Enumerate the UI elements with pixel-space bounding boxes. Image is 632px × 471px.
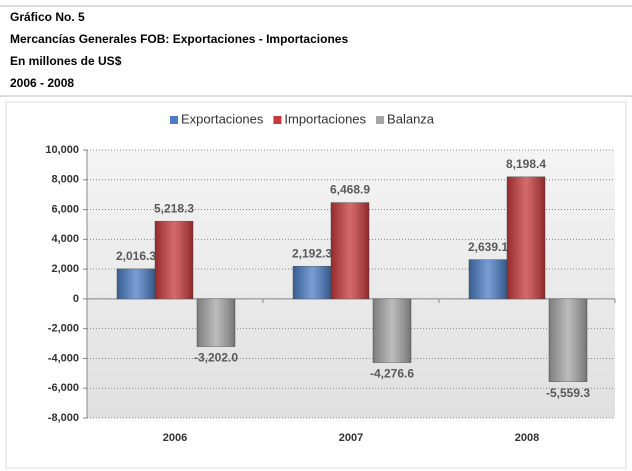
bar-shade [549, 298, 587, 382]
y-tick-label: 4,000 [51, 233, 79, 245]
value-label: 2,639.1 [468, 240, 508, 254]
y-tick-label: -8,000 [48, 412, 79, 424]
legend-label: Balanza [387, 111, 435, 126]
bar-shade [469, 259, 507, 299]
header-line: Gráfico No. 5 [10, 10, 85, 24]
y-tick-label: 8,000 [51, 174, 79, 186]
legend-label: Importaciones [284, 111, 366, 126]
legend-swatch [273, 116, 282, 124]
bar-shade [331, 202, 369, 299]
value-label: 5,218.3 [154, 201, 194, 215]
value-label: 6,468.9 [330, 183, 370, 197]
y-tick-label: 2,000 [51, 263, 79, 275]
y-tick-label: 0 [73, 293, 79, 305]
x-tick-label: 2006 [163, 432, 187, 444]
value-label: 2,016.3 [116, 249, 156, 263]
bar-shade [293, 266, 331, 299]
header-line: Mercancías Generales FOB: Exportaciones … [10, 32, 348, 46]
legend-label: Exportaciones [181, 111, 264, 126]
value-label: 2,192.3 [292, 246, 332, 260]
x-tick-label: 2008 [515, 432, 539, 444]
value-label: -4,276.6 [370, 367, 414, 381]
y-tick-label: 6,000 [51, 203, 79, 215]
y-tick-label: -4,000 [48, 352, 79, 364]
y-tick-label: -2,000 [48, 323, 79, 335]
legend-swatch [376, 116, 385, 124]
header-line: 2006 - 2008 [10, 76, 74, 90]
x-tick-label: 2007 [339, 432, 363, 444]
bar-shade [373, 298, 411, 363]
value-label: -3,202.0 [194, 351, 238, 365]
header-line: En millones de US$ [10, 54, 122, 68]
value-label: 8,198.4 [506, 157, 546, 171]
bar-shade [507, 176, 545, 299]
value-label: -5,559.3 [546, 386, 590, 400]
bar-shade [117, 268, 155, 299]
bar-shade [197, 298, 235, 347]
chart-frame [5, 101, 627, 469]
y-tick-label: -6,000 [48, 382, 79, 394]
legend-swatch [170, 116, 178, 124]
y-tick-label: 10,000 [45, 144, 79, 156]
bar-shade [155, 221, 193, 299]
